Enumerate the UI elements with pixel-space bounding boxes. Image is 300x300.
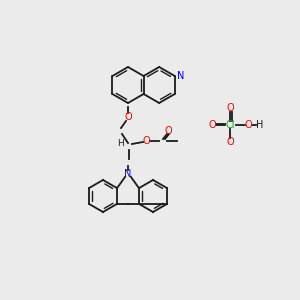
Text: H: H — [117, 140, 123, 148]
Text: N: N — [124, 169, 132, 179]
Text: O: O — [142, 136, 150, 146]
Text: Cl: Cl — [225, 120, 235, 130]
Text: O: O — [124, 112, 132, 122]
Text: O: O — [244, 120, 252, 130]
Text: O: O — [226, 103, 234, 113]
Text: O: O — [226, 137, 234, 147]
Text: O: O — [164, 126, 172, 136]
Text: H: H — [256, 120, 264, 130]
Text: O: O — [208, 120, 216, 130]
Text: N: N — [177, 71, 184, 81]
